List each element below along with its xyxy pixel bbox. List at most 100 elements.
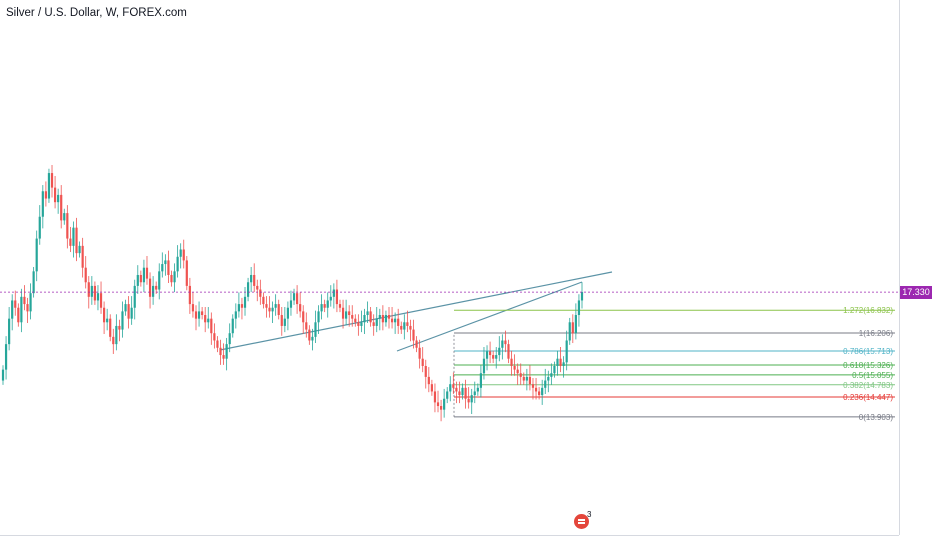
candle-body [90,285,93,297]
candle-body [418,347,421,359]
candle-body [69,238,72,246]
candle-body [253,274,256,286]
candle-body [216,340,219,348]
candle-body [495,355,498,359]
fib-level-label: 0.236(14.447) [843,393,893,402]
candle-body [289,300,293,308]
candle-body [534,387,538,392]
candle-body [510,358,513,366]
candle-body [191,304,195,312]
candle-body [357,322,360,326]
candle-body [225,344,228,359]
candle-body [152,285,155,297]
candle-body [38,216,41,239]
candle-body [231,318,234,334]
candle-body [369,311,372,323]
candle-body [164,260,167,265]
candle-body [338,304,342,308]
candle-body [256,285,259,290]
candle-body [378,315,381,319]
candle-body [219,347,222,356]
price-axis[interactable] [899,0,932,535]
candle-body [115,325,118,345]
candle-body [262,296,265,305]
candle-body [268,307,271,312]
candle-body [363,315,366,323]
candle-body [53,187,57,203]
fib-level-label: 0(13.903) [859,413,894,422]
candle-body [390,318,394,323]
time-axis[interactable] [0,535,899,551]
candle-body [259,289,262,297]
candle-body [250,274,253,283]
candle-body [118,325,121,330]
candle-body [265,304,268,308]
candle-body [148,278,152,297]
candle-body [81,245,84,268]
candle-body [299,304,302,312]
candle-body [14,300,17,308]
candle-body [277,304,280,316]
candle-body [354,318,357,323]
candle-body [507,344,510,359]
candle-body [544,380,547,388]
candle-body [139,274,142,283]
economic-events-icon[interactable] [573,513,590,530]
candle-body [397,318,400,326]
fib-level-label: 0.382(14.783) [843,381,893,390]
candle-body [341,307,345,319]
candle-body [553,365,556,374]
candle-body [335,289,339,305]
candle-body [87,282,90,297]
candle-body [476,387,479,392]
trendline[interactable] [219,271,613,351]
candle-body [538,391,541,396]
candle-body [142,267,146,283]
candle-body [522,376,525,381]
candle-body [41,191,44,217]
candle-body [4,344,8,370]
candle-body [173,271,176,283]
candle-body [348,311,351,316]
candle-body [461,387,464,396]
candle-body [329,296,332,301]
candle-body [528,376,532,385]
candle-body [436,402,440,407]
candle-body [571,322,574,334]
candle-body [485,351,489,359]
candle-body [194,311,198,319]
candle-body [449,384,452,392]
candle-body [121,311,124,330]
candle-body [345,311,348,319]
candle-body [498,347,501,356]
candle-body [314,322,317,337]
candle-body [525,376,528,381]
candle-body [387,315,391,319]
candle-body [323,304,326,308]
trendline[interactable] [396,281,583,352]
candle-body [185,260,188,286]
candle-body [84,267,87,283]
candle-body [292,293,296,301]
candle-body [541,387,544,396]
candle-body [550,373,553,377]
chart-title: Silver / U.S. Dollar, W, FOREX.com [6,7,187,19]
candle-body [311,336,314,341]
candle-body [415,340,418,348]
candle-body [204,315,207,323]
candle-body [11,300,14,319]
candle-body [320,304,323,312]
candle-body [246,282,250,297]
candle-body [479,373,483,388]
candle-body [136,274,139,286]
last-price-badge: 17.330 [900,285,932,299]
candle-body [326,300,329,308]
candle-body [360,322,363,326]
candle-body [501,340,504,348]
candle-body [562,362,565,366]
candle-body [63,213,66,221]
candle-body [443,398,446,410]
candle-body [228,333,231,345]
